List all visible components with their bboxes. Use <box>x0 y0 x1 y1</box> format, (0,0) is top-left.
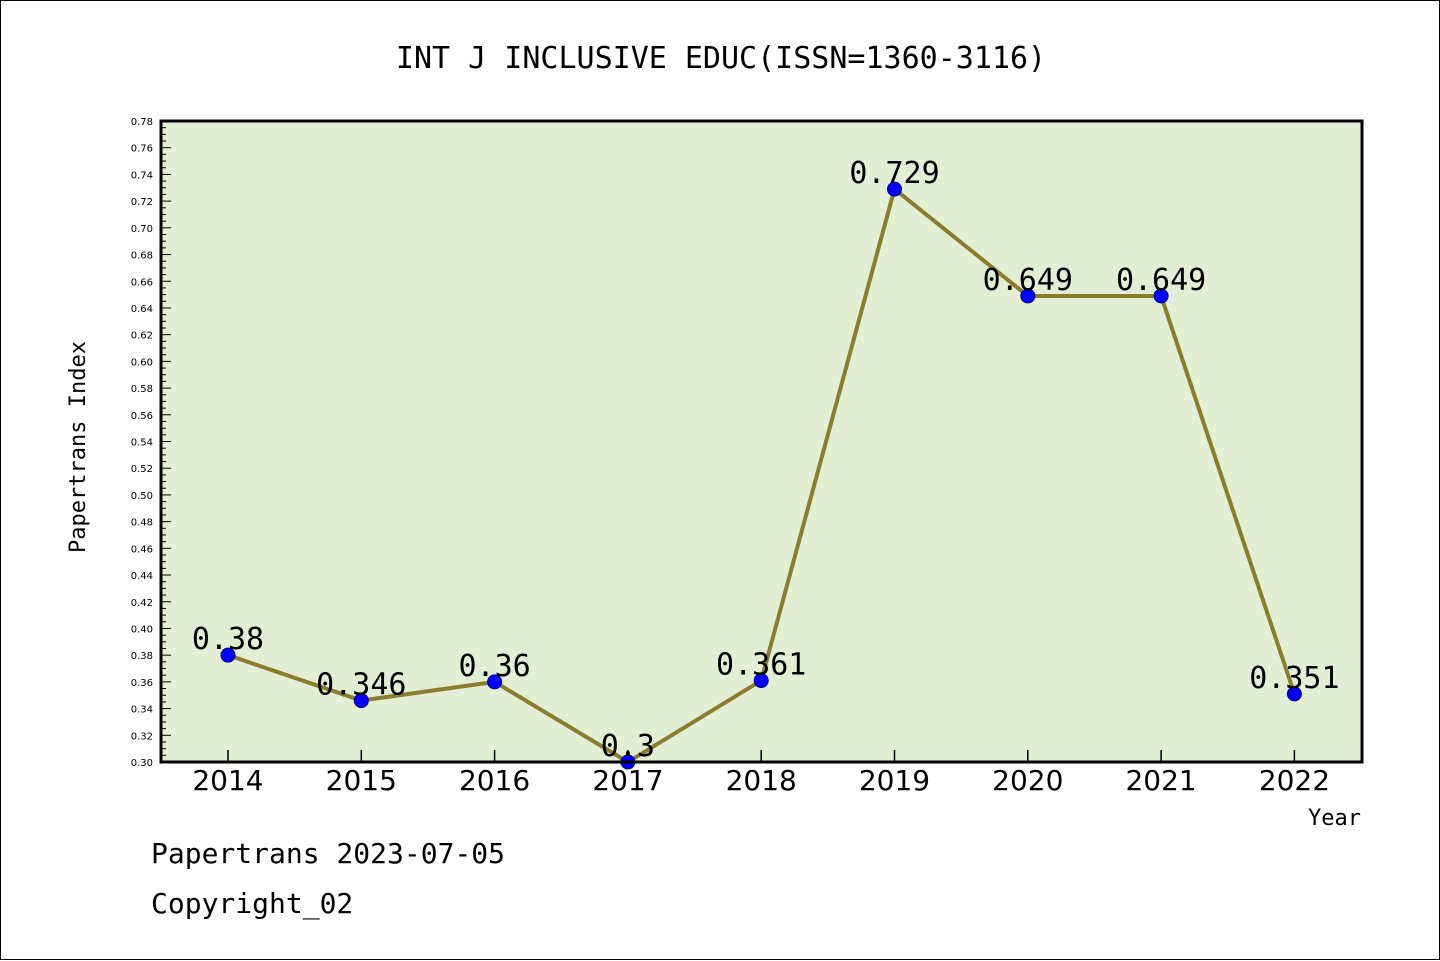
y-tick-label: 0.56 <box>131 411 153 422</box>
data-label: 0.3 <box>601 729 655 764</box>
data-point <box>487 674 503 690</box>
x-tick-label: 2020 <box>992 764 1063 797</box>
y-tick-label: 0.46 <box>131 544 153 555</box>
y-tick-label: 0.60 <box>131 357 153 368</box>
y-tick-label: 0.72 <box>131 197 153 208</box>
y-tick-label: 0.48 <box>131 518 153 529</box>
data-label: 0.346 <box>316 668 406 703</box>
data-point <box>220 647 236 663</box>
plot-area <box>161 121 1362 762</box>
data-label: 0.361 <box>716 648 806 683</box>
y-tick-label: 0.76 <box>131 144 153 155</box>
x-tick-label: 2015 <box>326 764 397 797</box>
y-tick-label: 0.66 <box>131 277 153 288</box>
y-tick-label: 0.54 <box>131 438 153 449</box>
x-tick-label: 2018 <box>726 764 797 797</box>
data-point <box>1286 686 1302 702</box>
x-tick-label: 2016 <box>459 764 530 797</box>
y-tick-label: 0.34 <box>131 705 153 716</box>
data-label: 0.649 <box>983 263 1073 298</box>
y-tick-label: 0.44 <box>131 571 153 582</box>
x-tick-label: 2021 <box>1125 764 1196 797</box>
data-label: 0.36 <box>458 649 530 684</box>
data-label: 0.351 <box>1249 661 1339 696</box>
x-tick-label: 2014 <box>192 764 263 797</box>
x-axis: 2014 2015 2016 2017 2018 2019 2020 2021 2022 <box>192 750 1330 797</box>
y-tick-label: 0.30 <box>131 758 153 769</box>
y-tick-label: 0.70 <box>131 224 153 235</box>
y-tick-label: 0.78 <box>131 117 153 128</box>
y-tick-label: 0.64 <box>131 304 153 315</box>
y-tick-label: 0.40 <box>131 624 153 635</box>
data-point <box>887 181 902 197</box>
data-label: 0.729 <box>849 156 939 191</box>
y-tick-label: 0.50 <box>131 491 153 502</box>
data-label: 0.38 <box>192 622 264 657</box>
footer-copyright-line: Copyright_02 <box>151 887 354 920</box>
y-tick-label: 0.36 <box>131 678 153 689</box>
data-point <box>753 673 769 689</box>
y-axis: 0.30 0.32 0.34 0.36 0.38 0.40 0.42 0.44 0.46 0.48… <box>131 117 171 769</box>
y-tick-label: 0.52 <box>131 464 153 475</box>
footer-date-line: Papertrans 2023-07-05 <box>151 837 506 870</box>
chart-title: INT J INCLUSIVE EDUC(ISSN=1360-3116) <box>396 41 1046 76</box>
x-tick-label: 2022 <box>1259 764 1330 797</box>
data-point <box>1020 288 1036 304</box>
x-tick-label: 2019 <box>859 764 930 797</box>
y-tick-label: 0.38 <box>131 651 153 662</box>
series-group: 0.38 0.346 0.36 0.3 0.361 0.729 0.649 0.649 0.35… <box>192 156 1340 770</box>
plot-border <box>159 119 1364 764</box>
y-tick-label: 0.58 <box>131 384 153 395</box>
data-point <box>353 693 369 709</box>
y-axis-title: Papertrans Index <box>66 341 91 553</box>
y-tick-label: 0.42 <box>131 598 153 609</box>
data-label: 0.649 <box>1116 263 1206 298</box>
y-tick-label: 0.32 <box>131 731 153 742</box>
y-tick-label: 0.62 <box>131 331 153 342</box>
data-point <box>1153 288 1169 304</box>
x-axis-title: Year <box>1308 806 1361 831</box>
y-tick-label: 0.74 <box>131 170 153 181</box>
y-tick-label: 0.68 <box>131 251 153 262</box>
